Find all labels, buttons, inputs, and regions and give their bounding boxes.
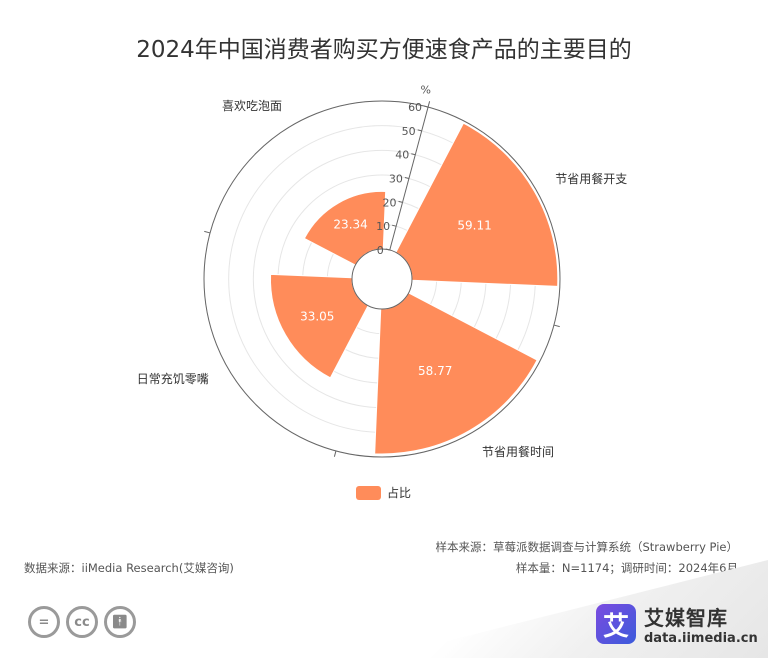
cc-icon: cc xyxy=(66,606,98,638)
angle-tick xyxy=(427,101,431,108)
angle-tick xyxy=(553,324,560,328)
outer-circle xyxy=(203,100,561,458)
chart-title: 2024年中国消费者购买方便速食产品的主要目的 xyxy=(136,37,632,63)
radial-tick-label: 30 xyxy=(389,173,403,186)
angle-tick xyxy=(333,450,337,457)
legend-swatch xyxy=(356,485,381,500)
radial-tick-label: 50 xyxy=(402,125,416,138)
value-label: 33.05 xyxy=(300,309,334,323)
radial-tick xyxy=(385,248,390,251)
radial-tick xyxy=(392,224,397,227)
value-label: 58.77 xyxy=(418,364,452,378)
brand-url: data.iimedia.cn xyxy=(644,631,758,646)
radial-tick xyxy=(404,177,410,180)
brand-logo: 艾 xyxy=(596,604,636,644)
radial-tick xyxy=(417,129,422,132)
radial-tick-label: 40 xyxy=(395,149,409,162)
value-label: 23.34 xyxy=(333,218,367,232)
data-source: 数据来源：iiMedia Research(艾媒咨询) xyxy=(24,561,234,575)
radial-tick xyxy=(398,200,403,203)
person-icon: 🚹︎ xyxy=(104,606,136,638)
bar-2 xyxy=(374,292,538,455)
angle-tick xyxy=(204,230,211,234)
equals-icon: = xyxy=(28,606,60,638)
brand: 艾 艾媒智库 data.iimedia.cn xyxy=(596,602,758,646)
bar-3 xyxy=(270,273,369,379)
unit-label: % xyxy=(420,84,430,97)
legend-label: 占比 xyxy=(387,486,412,500)
sample-info: 样本量：N=1174；调研时间：2024年6月 xyxy=(515,561,738,575)
license-icons: = cc 🚹︎ xyxy=(28,606,136,638)
brand-name: 艾媒智库 xyxy=(644,606,728,630)
radial-tick xyxy=(423,105,429,108)
sample-source: 样本来源：草莓派数据调查与计算系统（Strawberry Pie） xyxy=(435,540,738,554)
radial-tick-label: 20 xyxy=(383,196,397,209)
category-label: 节省用餐开支 xyxy=(555,171,627,186)
radial-tick-label: 0 xyxy=(377,244,384,257)
category-label: 日常充饥零嘴 xyxy=(137,371,209,386)
legend[interactable]: 占比 xyxy=(356,484,411,501)
radial-tick xyxy=(411,153,416,156)
inner-circle xyxy=(351,248,413,310)
radial-tick-label: 10 xyxy=(376,220,390,233)
bar-1 xyxy=(395,122,559,287)
radial-tick-label: 60 xyxy=(408,101,422,114)
value-label: 59.11 xyxy=(457,219,491,233)
category-label: 喜欢吃泡面 xyxy=(222,98,282,113)
category-label: 节省用餐时间 xyxy=(482,444,554,459)
